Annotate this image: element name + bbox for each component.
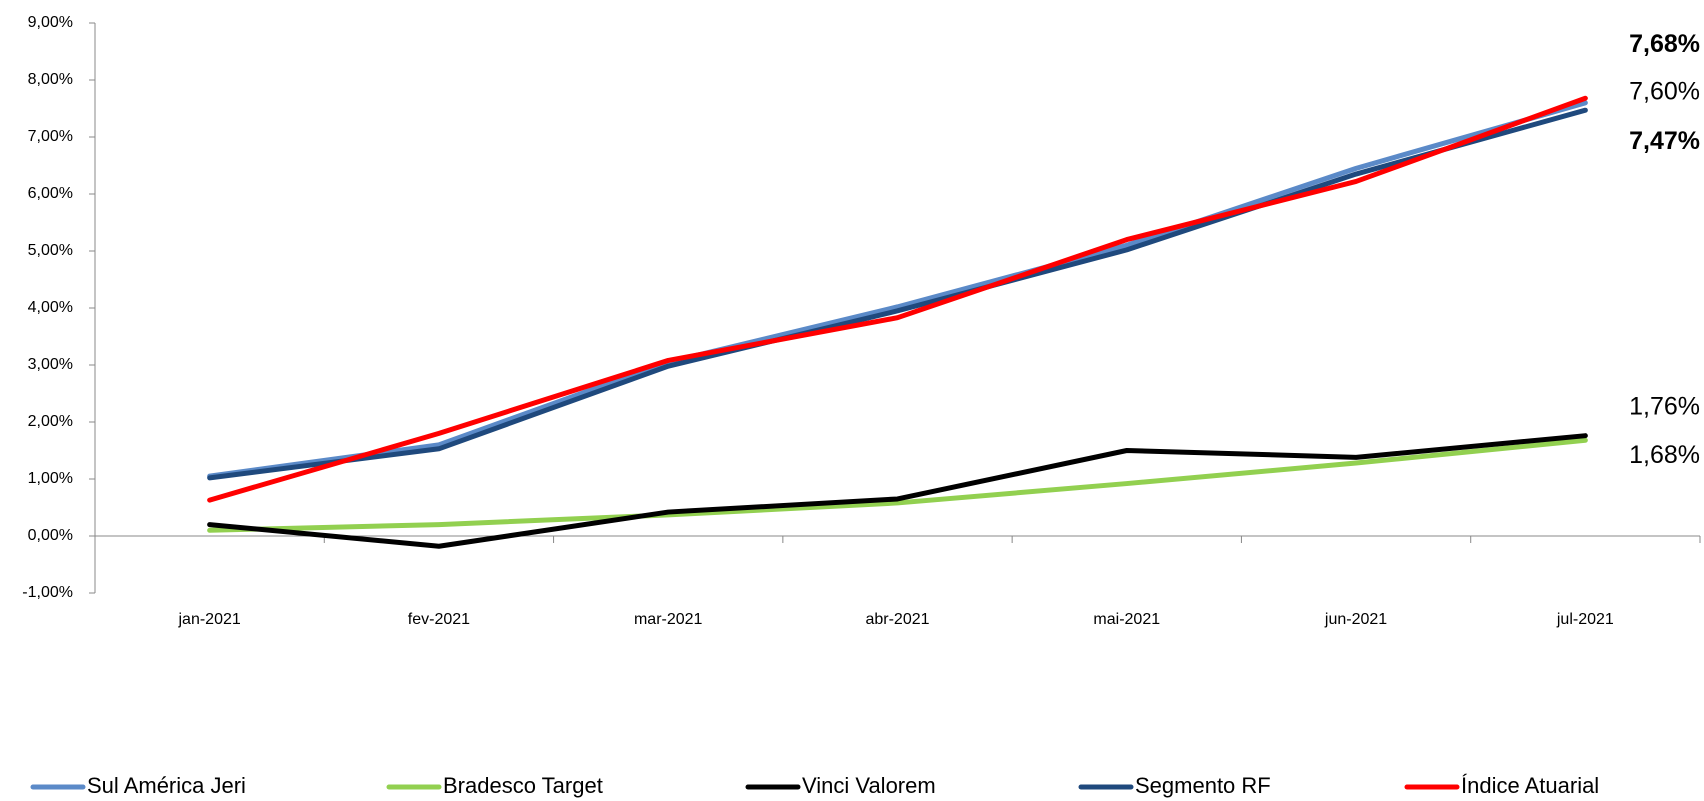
series-line bbox=[207, 433, 1588, 549]
y-tick-label: 0,00% bbox=[28, 527, 73, 544]
legend-label: Bradesco Target bbox=[443, 773, 603, 798]
y-tick-label: 1,00% bbox=[28, 470, 73, 487]
data-label: 7,47% bbox=[1629, 127, 1700, 155]
y-tick-label: 8,00% bbox=[28, 71, 73, 88]
x-tick-label: jan-2021 bbox=[178, 611, 241, 628]
legend-label: Segmento RF bbox=[1135, 773, 1271, 798]
y-tick-label: -1,00% bbox=[22, 584, 73, 601]
data-label: 1,68% bbox=[1629, 441, 1700, 469]
legend-label: Vinci Valorem bbox=[802, 773, 936, 798]
y-tick-label: 6,00% bbox=[28, 185, 73, 202]
x-tick-label: jul-2021 bbox=[1556, 611, 1614, 628]
y-tick-label: 9,00% bbox=[28, 14, 73, 31]
y-tick-label: 5,00% bbox=[28, 242, 73, 259]
y-tick-label: 4,00% bbox=[28, 299, 73, 316]
x-tick-label: abr-2021 bbox=[865, 611, 929, 628]
legend-label: Índice Atuarial bbox=[1461, 773, 1599, 798]
x-tick-label: jun-2021 bbox=[1324, 611, 1387, 628]
data-label: 7,68% bbox=[1629, 30, 1700, 58]
legend-label: Sul América Jeri bbox=[87, 773, 246, 798]
data-label: 7,60% bbox=[1629, 77, 1700, 105]
series-line bbox=[207, 437, 1588, 533]
x-tick-label: mar-2021 bbox=[634, 611, 703, 628]
series-line bbox=[207, 100, 1588, 479]
data-label: 1,76% bbox=[1629, 392, 1700, 420]
x-tick-label: mai-2021 bbox=[1093, 611, 1160, 628]
series-line bbox=[207, 107, 1588, 481]
y-tick-label: 3,00% bbox=[28, 356, 73, 373]
y-tick-label: 7,00% bbox=[28, 128, 73, 145]
x-tick-label: fev-2021 bbox=[408, 611, 470, 628]
y-tick-label: 2,00% bbox=[28, 413, 73, 430]
series-line bbox=[207, 95, 1588, 503]
